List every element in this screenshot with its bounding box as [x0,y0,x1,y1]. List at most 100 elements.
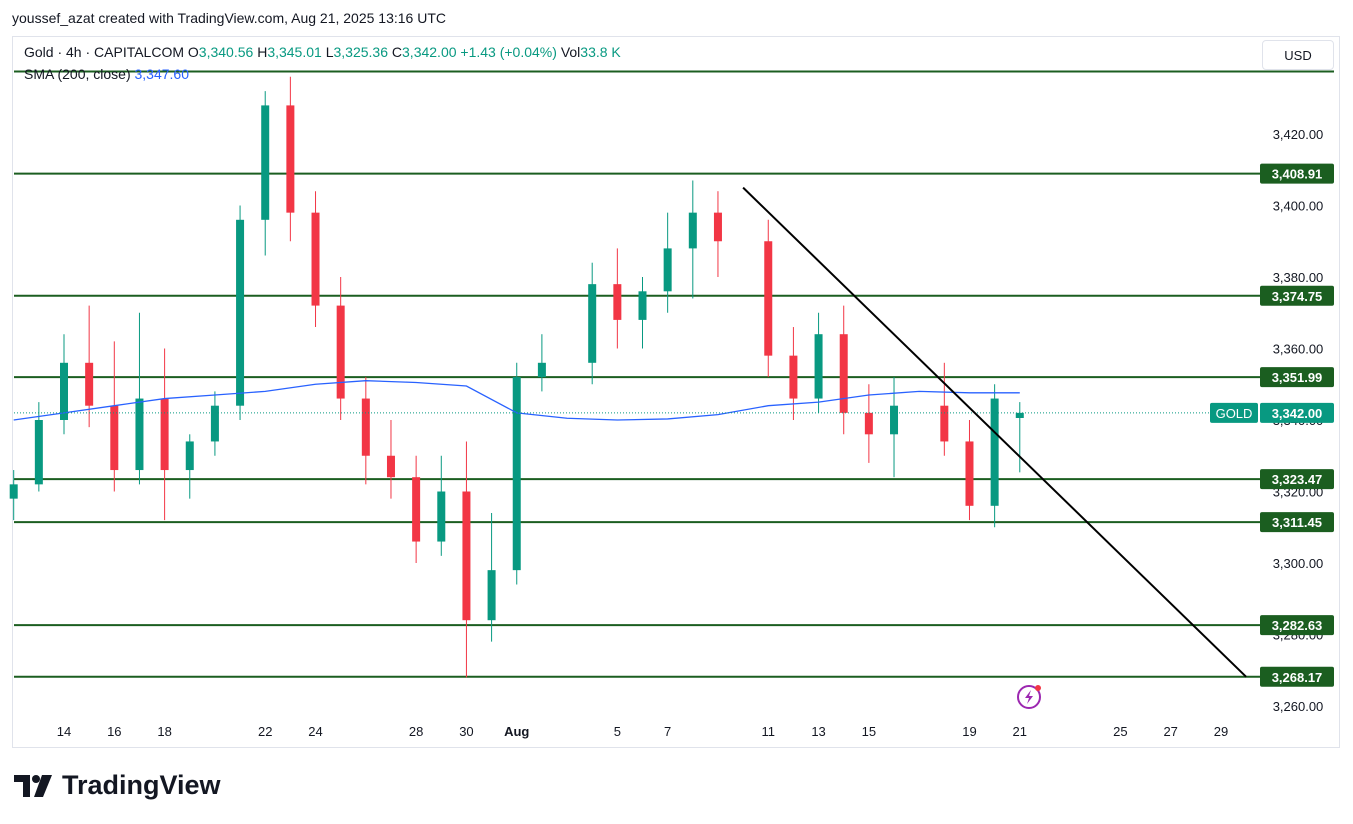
candle-body [688,212,697,249]
candle-body [814,334,823,399]
x-tick-label: 11 [762,724,776,739]
x-tick-label: Aug [504,724,529,739]
candle-body [965,441,974,506]
candle-body [160,398,169,471]
candle-body [336,305,345,399]
candle-body [663,248,672,292]
high-label: H [257,44,268,60]
level-price-tag [1260,367,1334,388]
y-tick-label: 3,400.00 [1273,199,1324,214]
candle-body [185,441,194,471]
symbol-price-tag-label: GOLD [1216,406,1253,421]
open-value: 3,340.56 [198,44,254,60]
candle-body [890,405,899,435]
level-price-tag [1260,666,1334,687]
level-price-tag [1260,163,1334,184]
chart-caption: youssef_azat created with TradingView.co… [12,10,446,26]
volume-label: Vol [560,44,581,60]
close-value: 3,342.00 [402,44,457,60]
candle-body [789,355,798,399]
x-tick-label: 29 [1214,724,1228,739]
sma-line [13,380,1020,421]
y-tick-label: 3,420.00 [1273,127,1324,142]
high-value: 3,345.01 [267,44,322,60]
x-tick-label: 30 [459,724,473,739]
candle-body [85,362,94,406]
candle-body [412,477,421,542]
x-tick-label: 13 [811,724,825,739]
candle-body [286,105,295,213]
level-price-tag-label: 3,374.75 [1272,289,1323,304]
level-price-tag [1260,512,1334,533]
brand-name: TradingView [62,770,221,800]
x-tick-label: 25 [1113,724,1127,739]
candle-body [1015,412,1024,418]
tradingview-brand[interactable]: TradingView [14,770,221,801]
candle-body [588,284,597,363]
y-tick-label: 3,300.00 [1273,556,1324,571]
low-value: 3,325.36 [333,44,389,60]
x-tick-label: 5 [614,724,621,739]
candle-body [864,412,873,435]
sma-label: SMA (200, close) [24,66,131,82]
sma-legend: SMA (200, close) 3,347.60 [24,66,189,82]
symbol-label: Gold · 4h · CAPITALCOM [24,44,185,60]
x-tick-label: 19 [962,724,976,739]
level-price-tag-label: 3,268.17 [1272,670,1323,685]
tradingview-logo-icon [14,774,52,797]
lightning-bolt-shape [1025,690,1033,704]
candle-body [9,484,18,499]
level-price-tag-label: 3,351.99 [1272,370,1323,385]
candle-body [34,420,43,485]
level-price-tag [1260,615,1334,636]
candle-body [613,284,622,320]
chart-frame[interactable] [12,36,1340,748]
level-price-tag-label: 3,282.63 [1272,618,1323,633]
x-tick-label: 18 [157,724,171,739]
candle-body [361,398,370,456]
x-tick-label: 15 [862,724,876,739]
close-label: C [391,44,403,60]
symbol-price-tag [1210,402,1258,423]
low-label: L [325,44,334,60]
candle-body [940,405,949,442]
currency-button[interactable]: USD [1262,40,1334,70]
trendline [742,186,1247,678]
x-tick-label: 7 [664,724,671,739]
candle-body [60,362,68,420]
candle-body [713,212,722,242]
level-price-tag [1260,285,1334,306]
candle-body [487,570,496,621]
x-tick-label: 28 [409,724,423,739]
ohlc-legend: Gold · 4h · CAPITALCOM O3,340.56 H3,345.… [24,44,621,60]
x-tick-label: 14 [57,724,71,739]
candle-body [135,398,144,471]
candle-body [110,405,119,471]
candle-body [462,491,471,621]
x-tick-label: 24 [308,724,322,739]
last-price-tag [1260,402,1334,423]
x-tick-label: 22 [258,724,272,739]
level-price-tag [1260,469,1334,490]
x-tick-label: 21 [1013,724,1027,739]
level-price-tag-label: 3,311.45 [1272,515,1322,530]
alert-dot [1035,685,1041,691]
candle-body [512,377,521,571]
x-tick-label: 27 [1163,724,1177,739]
open-label: O [187,44,199,60]
candle-body [311,212,320,306]
y-tick-label: 3,380.00 [1273,270,1324,285]
candle-body [261,105,270,220]
candle-body [839,334,848,413]
candle-body [210,405,219,442]
candle-body [386,455,395,478]
last-price-tag-label: 3,342.00 [1272,406,1323,421]
candle-body [764,241,773,356]
candle-body [638,291,647,320]
x-tick-label: 16 [107,724,121,739]
volume-value: 33.8 K [580,44,621,60]
change-value: +1.43 (+0.04%) [460,44,557,60]
level-price-tag-label: 3,323.47 [1272,472,1323,487]
y-tick-label: 3,260.00 [1273,699,1324,714]
